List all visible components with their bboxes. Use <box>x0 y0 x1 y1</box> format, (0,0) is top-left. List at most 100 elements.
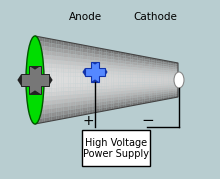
Polygon shape <box>75 91 78 95</box>
Polygon shape <box>109 53 111 56</box>
Polygon shape <box>142 71 145 73</box>
Polygon shape <box>147 82 149 84</box>
Polygon shape <box>130 90 133 93</box>
Polygon shape <box>87 66 90 70</box>
Polygon shape <box>133 75 135 78</box>
Polygon shape <box>52 51 54 56</box>
Polygon shape <box>152 89 154 91</box>
Polygon shape <box>171 74 173 76</box>
Polygon shape <box>176 78 178 80</box>
Polygon shape <box>114 97 116 100</box>
Polygon shape <box>114 57 116 60</box>
Polygon shape <box>83 90 85 94</box>
Polygon shape <box>106 62 109 65</box>
Polygon shape <box>126 61 128 64</box>
Polygon shape <box>164 80 166 82</box>
Polygon shape <box>66 103 68 107</box>
Polygon shape <box>128 61 130 64</box>
Polygon shape <box>121 83 123 86</box>
Polygon shape <box>97 105 99 109</box>
Polygon shape <box>123 91 126 94</box>
Polygon shape <box>123 101 126 105</box>
Polygon shape <box>47 92 49 97</box>
Polygon shape <box>154 82 157 84</box>
Polygon shape <box>109 65 111 68</box>
Polygon shape <box>135 83 138 85</box>
Polygon shape <box>49 105 52 109</box>
Polygon shape <box>75 112 78 116</box>
Polygon shape <box>126 83 128 85</box>
Polygon shape <box>95 64 97 67</box>
Polygon shape <box>90 56 92 60</box>
Polygon shape <box>57 48 59 52</box>
Polygon shape <box>61 45 64 49</box>
Polygon shape <box>111 53 114 57</box>
Polygon shape <box>95 83 97 87</box>
Polygon shape <box>85 56 87 60</box>
Polygon shape <box>57 100 59 104</box>
Polygon shape <box>37 41 40 45</box>
Polygon shape <box>68 102 71 106</box>
Polygon shape <box>57 68 59 72</box>
Polygon shape <box>130 83 133 85</box>
Polygon shape <box>147 98 149 101</box>
Polygon shape <box>152 65 154 67</box>
Polygon shape <box>42 97 44 101</box>
Polygon shape <box>126 53 128 56</box>
Polygon shape <box>102 105 104 108</box>
Polygon shape <box>83 66 85 70</box>
Polygon shape <box>102 55 104 58</box>
Polygon shape <box>40 45 42 50</box>
Polygon shape <box>138 95 140 97</box>
Polygon shape <box>49 76 52 80</box>
Polygon shape <box>102 58 104 61</box>
Polygon shape <box>164 62 166 65</box>
Polygon shape <box>64 49 66 53</box>
Polygon shape <box>109 98 111 101</box>
Polygon shape <box>161 88 164 90</box>
Text: High Voltage: High Voltage <box>85 138 147 148</box>
Polygon shape <box>164 66 166 68</box>
Polygon shape <box>83 108 85 112</box>
Polygon shape <box>109 62 111 65</box>
Polygon shape <box>75 58 78 62</box>
Polygon shape <box>149 62 152 65</box>
Polygon shape <box>111 89 114 92</box>
Polygon shape <box>85 107 87 111</box>
Polygon shape <box>145 57 147 59</box>
Polygon shape <box>116 86 118 89</box>
Polygon shape <box>126 80 128 83</box>
Polygon shape <box>54 60 57 64</box>
Polygon shape <box>109 50 111 53</box>
Polygon shape <box>135 95 138 98</box>
Polygon shape <box>166 88 169 90</box>
Polygon shape <box>73 105 75 109</box>
Polygon shape <box>59 84 61 88</box>
Polygon shape <box>35 102 37 106</box>
Polygon shape <box>102 95 104 99</box>
Polygon shape <box>126 96 128 99</box>
Polygon shape <box>133 103 135 106</box>
Polygon shape <box>42 37 44 42</box>
Polygon shape <box>106 83 109 86</box>
Polygon shape <box>95 77 97 80</box>
Polygon shape <box>176 73 178 75</box>
Polygon shape <box>75 87 78 91</box>
Polygon shape <box>97 102 99 106</box>
Polygon shape <box>68 69 71 72</box>
Polygon shape <box>114 60 116 63</box>
Polygon shape <box>147 73 149 76</box>
Polygon shape <box>104 55 106 59</box>
Polygon shape <box>157 99 159 101</box>
Polygon shape <box>87 56 90 60</box>
Polygon shape <box>152 91 154 93</box>
Polygon shape <box>140 82 142 85</box>
Polygon shape <box>73 98 75 102</box>
Polygon shape <box>95 70 97 74</box>
Polygon shape <box>54 108 57 112</box>
Polygon shape <box>37 101 40 106</box>
Polygon shape <box>35 49 37 54</box>
Polygon shape <box>42 118 44 123</box>
Polygon shape <box>145 94 147 96</box>
Polygon shape <box>145 61 147 64</box>
